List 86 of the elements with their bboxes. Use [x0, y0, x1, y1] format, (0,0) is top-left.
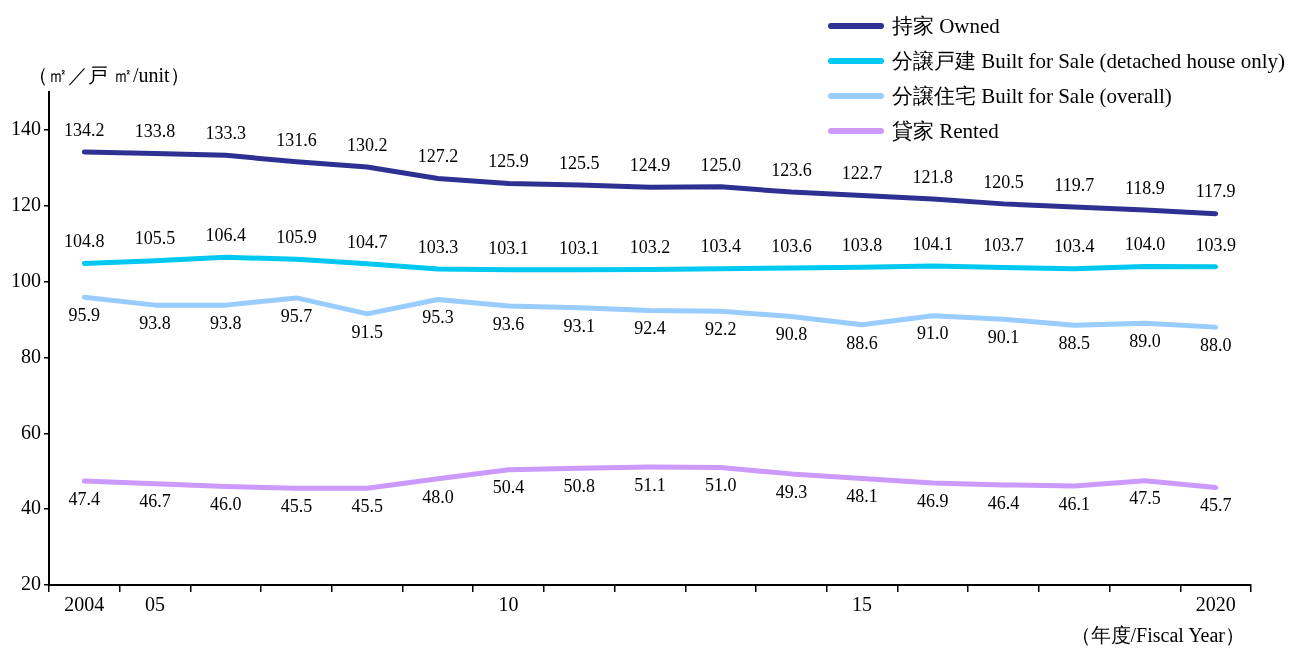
- y-tick-label: 120: [11, 193, 41, 216]
- data-label: 125.9: [488, 151, 529, 172]
- data-label: 118.9: [1125, 177, 1165, 198]
- data-label: 93.8: [210, 312, 242, 333]
- data-label: 47.4: [68, 488, 101, 509]
- data-label: 92.2: [704, 318, 737, 339]
- data-label: 119.7: [1054, 174, 1095, 195]
- x-tick-label: 15: [852, 593, 873, 616]
- data-label: 46.1: [1058, 493, 1090, 514]
- legend-label: 貸家 Rented: [891, 117, 999, 145]
- data-label: 125.5: [559, 152, 600, 173]
- data-label: 93.8: [139, 312, 171, 333]
- data-label: 105.5: [134, 228, 176, 249]
- legend-label: 分譲戸建 Built for Sale (detached house only): [891, 47, 1285, 75]
- data-label: 103.7: [983, 235, 1024, 256]
- y-tick-label: 80: [21, 344, 41, 367]
- data-label: 46.7: [139, 491, 171, 512]
- data-label: 134.2: [64, 119, 105, 140]
- data-label: 103.2: [629, 237, 671, 258]
- data-label: 103.6: [771, 235, 812, 256]
- data-label: 46.0: [210, 494, 242, 515]
- x-axis-title: （年度/Fiscal Year）: [1070, 623, 1245, 648]
- data-label: 104.8: [64, 231, 105, 252]
- data-label: 49.3: [775, 481, 808, 502]
- data-label: 91.0: [917, 323, 949, 344]
- data-label: 124.9: [629, 154, 671, 175]
- data-label: 90.1: [987, 326, 1020, 347]
- x-tick-label: 10: [498, 593, 519, 616]
- data-label: 50.4: [492, 477, 525, 498]
- data-label: 46.9: [917, 490, 949, 511]
- legend-label: 分譲住宅 Built for Sale (overall): [891, 82, 1172, 110]
- data-label: 103.1: [488, 237, 529, 258]
- data-label: 123.6: [771, 159, 812, 180]
- data-label: 104.7: [346, 231, 388, 252]
- data-label: 133.3: [205, 123, 247, 144]
- y-tick-label: 20: [21, 572, 41, 595]
- data-label: 88.0: [1199, 334, 1232, 355]
- data-label: 105.9: [276, 226, 317, 247]
- data-label: 95.7: [280, 305, 313, 326]
- x-tick-label: 05: [145, 593, 166, 616]
- data-label: 122.7: [841, 163, 883, 184]
- y-tick-label: 100: [11, 268, 41, 291]
- data-label: 48.1: [846, 486, 878, 507]
- data-label: 45.5: [351, 496, 383, 517]
- data-label: 103.4: [700, 236, 741, 257]
- data-label: 127.2: [417, 146, 459, 167]
- data-label: 130.2: [346, 134, 388, 155]
- legend-label: 持家 Owned: [891, 12, 1000, 40]
- data-label: 93.1: [563, 315, 596, 336]
- y-tick-label: 40: [21, 496, 41, 519]
- x-tick-label: 2004: [64, 593, 105, 616]
- y-axis-title: （㎡／戸 ㎡/unit）: [28, 63, 190, 88]
- data-label: 125.0: [700, 154, 741, 175]
- data-label: 117.9: [1195, 181, 1236, 202]
- data-label: 48.0: [422, 486, 454, 507]
- data-label: 45.7: [1199, 495, 1232, 516]
- y-tick-label: 140: [11, 117, 41, 140]
- data-label: 103.3: [417, 236, 459, 257]
- data-label: 103.8: [841, 234, 883, 255]
- data-label: 91.5: [351, 321, 383, 342]
- data-label: 95.9: [68, 304, 101, 325]
- data-label: 103.9: [1195, 234, 1236, 255]
- data-label: 104.1: [912, 233, 954, 254]
- data-label: 95.3: [422, 307, 454, 328]
- data-label: 104.0: [1124, 234, 1166, 255]
- data-label: 133.8: [134, 121, 176, 142]
- data-label: 47.5: [1129, 488, 1161, 509]
- data-label: 93.6: [492, 313, 525, 334]
- data-label: 121.8: [912, 166, 954, 187]
- data-label: 106.4: [205, 225, 247, 246]
- data-label: 90.8: [775, 324, 808, 345]
- data-label: 88.5: [1058, 332, 1090, 353]
- data-label: 88.6: [846, 332, 878, 353]
- data-label: 92.4: [634, 318, 666, 339]
- data-label: 120.5: [983, 171, 1024, 192]
- x-tick-label: 2020: [1195, 593, 1236, 616]
- data-label: 131.6: [276, 129, 317, 150]
- data-label: 46.4: [987, 492, 1020, 513]
- y-tick-label: 60: [21, 420, 41, 443]
- data-label: 103.4: [1053, 236, 1095, 257]
- data-label: 51.1: [634, 474, 666, 495]
- data-label: 103.1: [559, 237, 600, 258]
- data-label: 51.0: [704, 475, 737, 496]
- data-label: 50.8: [563, 475, 596, 496]
- data-label: 89.0: [1129, 331, 1161, 352]
- data-label: 45.5: [280, 496, 313, 517]
